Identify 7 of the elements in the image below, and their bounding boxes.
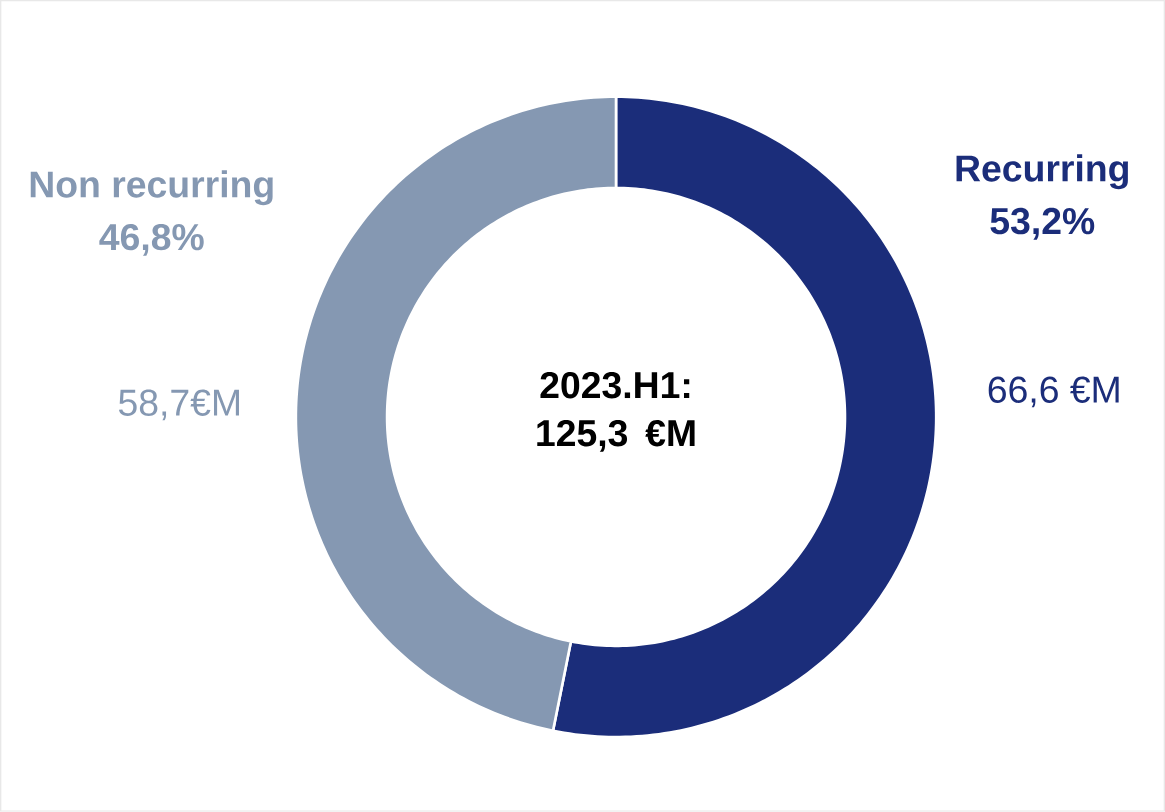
- text: 46,8%: [99, 223, 204, 256]
- slice-label: Recurring: [956, 154, 1128, 190]
- data-label: 58,7€M: [118, 389, 239, 421]
- slice-label: Non recurring: [30, 170, 273, 206]
- data-label: 66,6 €M: [988, 376, 1119, 408]
- text: 2023.H1: 125,3 €M: [537, 372, 695, 452]
- text: 53,2%: [990, 207, 1095, 240]
